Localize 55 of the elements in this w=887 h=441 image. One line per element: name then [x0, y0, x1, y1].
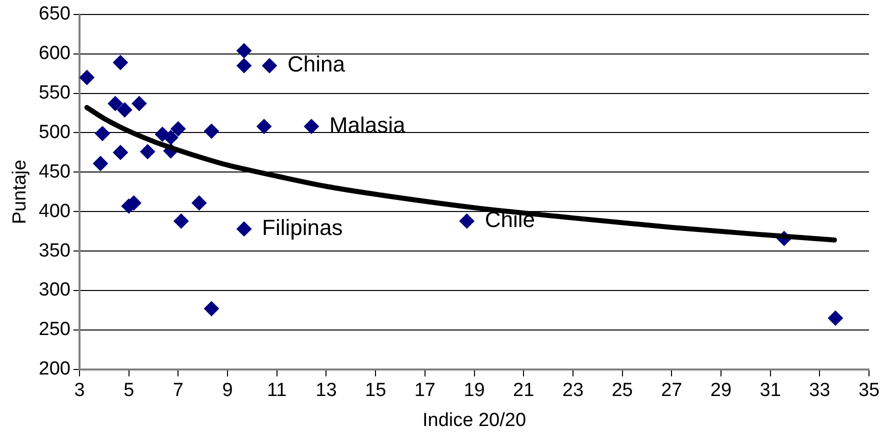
point: [112, 55, 128, 70]
point: [174, 214, 189, 229]
point: [170, 121, 186, 136]
point: [236, 221, 252, 236]
x-axis-title: Indice 20/20: [422, 410, 526, 431]
x-tick-label: 5: [124, 380, 134, 402]
point: [132, 96, 147, 112]
x-tick-label: 9: [222, 380, 233, 402]
point: [94, 126, 110, 142]
x-tick-label: 15: [364, 380, 386, 402]
y-tick-label: 250: [38, 319, 70, 340]
point: [828, 310, 843, 326]
point: [140, 144, 156, 160]
point: [112, 144, 128, 160]
point: [459, 214, 474, 229]
x-tick-label: 25: [612, 380, 633, 402]
x-tick-label: 17: [414, 380, 436, 402]
y-tick-label: 550: [38, 82, 70, 104]
x-tick-label: 27: [661, 380, 682, 402]
y-tick-label: 400: [38, 200, 70, 222]
x-tick-label: 31: [760, 380, 781, 402]
x-tick-label: 11: [267, 380, 287, 402]
point: [256, 118, 272, 134]
x-tick-label: 35: [858, 380, 880, 402]
y-tick-label: 200: [38, 358, 70, 380]
annotation: China: [287, 52, 346, 77]
x-tick-label: 33: [809, 380, 830, 402]
point: [108, 96, 123, 112]
y-tick-label: 600: [38, 43, 70, 64]
point: [204, 301, 219, 316]
x-tick-label: 3: [74, 380, 85, 402]
point: [117, 102, 132, 118]
x-tick-label: 13: [316, 380, 337, 402]
x-tick-label: 19: [464, 380, 485, 402]
point: [236, 43, 252, 58]
point: [204, 124, 219, 139]
x-tick-label: 23: [562, 380, 584, 402]
annotation: Malasia: [329, 112, 406, 138]
point: [304, 118, 319, 134]
point: [192, 195, 207, 210]
y-tick-label: 500: [38, 122, 70, 143]
point: [262, 58, 277, 74]
y-tick-label: 350: [38, 240, 70, 262]
y-tick-label: 300: [38, 280, 70, 301]
x-tick-label: 21: [513, 380, 534, 402]
y-tick-label: 450: [38, 161, 70, 182]
x-tick-label: 7: [172, 380, 184, 402]
annotation: Filipinas: [262, 215, 343, 240]
y-tick-label: 650: [38, 4, 70, 25]
y-axis-title: Puntaje: [10, 160, 31, 224]
x-tick-label: 29: [710, 380, 732, 402]
point: [80, 70, 94, 86]
point: [163, 130, 178, 145]
point: [236, 58, 252, 74]
point: [92, 156, 108, 171]
